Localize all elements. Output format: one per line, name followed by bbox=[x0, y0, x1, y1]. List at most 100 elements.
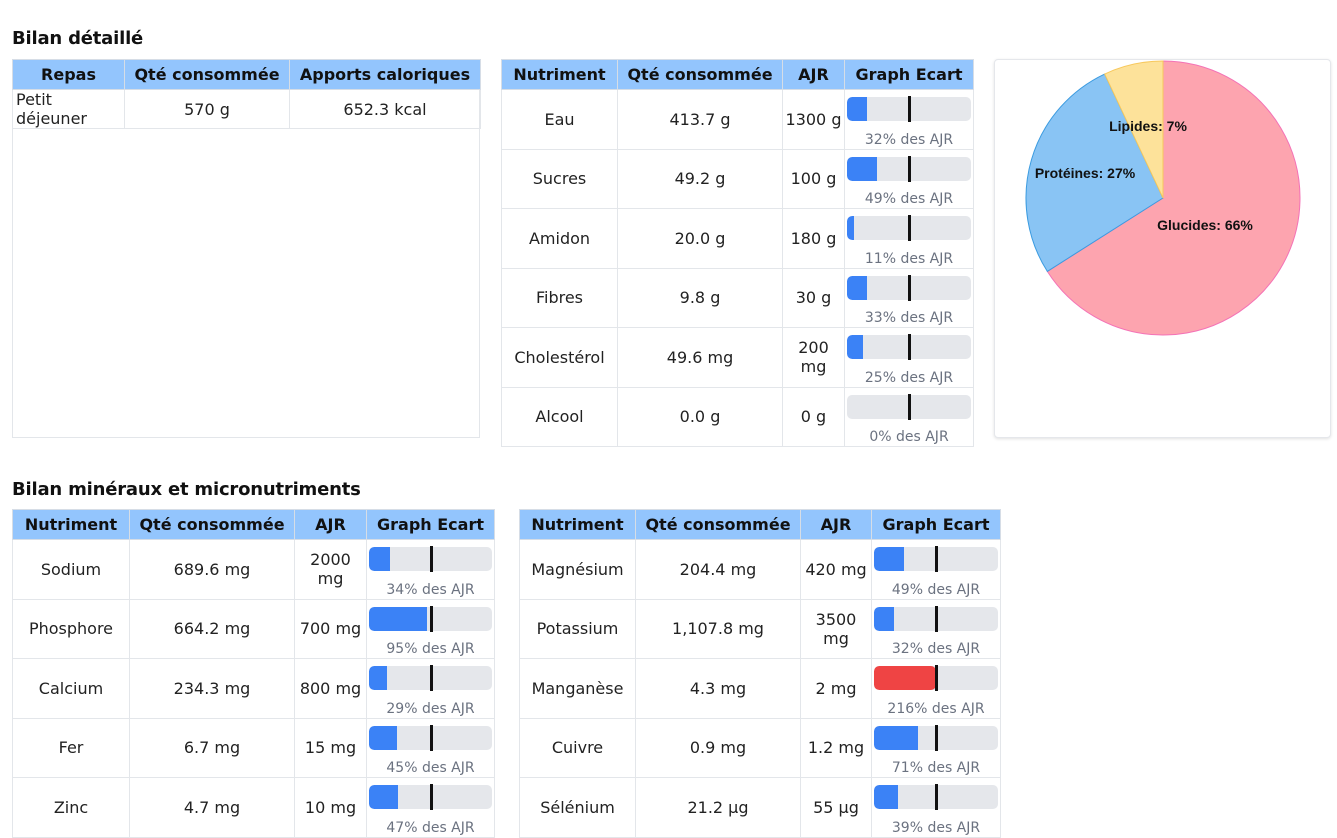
nutrient-name-cell: Manganèse bbox=[519, 658, 636, 719]
nutrient-qty-cell: 689.6 mg bbox=[129, 539, 295, 600]
progress-bar-fill bbox=[847, 335, 863, 359]
nutrient-name-cell: Cholestérol bbox=[501, 327, 618, 388]
macro-nutrients-table: Nutriment Qté consommée AJR Graph Ecart … bbox=[501, 59, 974, 447]
progress-bar-fill bbox=[874, 785, 899, 809]
nutrient-graph-cell: 49% des AJR bbox=[844, 148, 974, 209]
table-row[interactable]: Zinc 4.7 mg 10 mg 47% des AJR bbox=[12, 777, 495, 838]
nutrient-graph-cell: 71% des AJR bbox=[871, 717, 1001, 778]
table-row[interactable]: Manganèse 4.3 mg 2 mg 216% des AJR bbox=[519, 658, 1001, 719]
nutrient-qty-cell: 0.0 g bbox=[617, 386, 783, 447]
table-row[interactable]: Fibres 9.8 g 30 g 33% des AJR bbox=[501, 267, 974, 328]
ajr-target-marker bbox=[908, 215, 911, 241]
nutrient-ajr-cell: 15 mg bbox=[294, 717, 367, 778]
ajr-target-marker bbox=[429, 605, 433, 632]
nutrient-name-cell: Fibres bbox=[501, 267, 618, 328]
progress-bar-fill bbox=[847, 97, 867, 121]
nutrient-graph-cell: 47% des AJR bbox=[366, 777, 495, 838]
nutrient-qty-cell: 413.7 g bbox=[617, 89, 783, 150]
pie-slice-lipides[interactable] bbox=[1104, 60, 1164, 199]
col-header-repas: Repas bbox=[12, 59, 125, 90]
nutrient-graph-cell: 0% des AJR bbox=[844, 386, 974, 447]
nutrient-name-cell: Amidon bbox=[501, 208, 618, 269]
ajr-percent-label: 47% des AJR bbox=[386, 819, 475, 836]
nutrient-name-cell: Sodium bbox=[12, 539, 130, 600]
col-header-qty: Qté consommée bbox=[635, 509, 801, 540]
nutrient-qty-cell: 20.0 g bbox=[617, 208, 783, 269]
col-header-ajr: AJR bbox=[800, 509, 872, 540]
nutrient-ajr-cell: 1.2 mg bbox=[800, 717, 872, 778]
minerals-table-left: Nutriment Qté consommée AJR Graph Ecart … bbox=[12, 509, 495, 838]
section-title-minerals: Bilan minéraux et micronutriments bbox=[12, 479, 361, 500]
col-header-ajr: AJR bbox=[294, 509, 367, 540]
section-title-detail: Bilan détaillé bbox=[12, 28, 144, 49]
nutrient-qty-cell: 21.2 µg bbox=[635, 777, 801, 838]
col-header-nutriment: Nutriment bbox=[501, 59, 618, 90]
ajr-target-marker bbox=[429, 546, 433, 572]
nutrient-qty-cell: 4.7 mg bbox=[129, 777, 295, 838]
ajr-target-marker bbox=[935, 724, 938, 751]
nutrient-name-cell: Alcool bbox=[501, 386, 618, 447]
pie-label-lipides: Lipides: 7% bbox=[1109, 118, 1187, 134]
pie-label-glucides: Glucides: 66% bbox=[1157, 217, 1253, 233]
macro-header-row: Nutriment Qté consommée AJR Graph Ecart bbox=[501, 59, 974, 90]
col-header-nutriment: Nutriment bbox=[12, 509, 130, 540]
nutrient-qty-cell: 1,107.8 mg bbox=[635, 598, 801, 659]
table-row[interactable]: Amidon 20.0 g 180 g 11% des AJR bbox=[501, 208, 974, 269]
progress-bar-fill bbox=[874, 547, 905, 571]
col-header-graph: Graph Ecart bbox=[844, 59, 974, 90]
table-row[interactable]: Sodium 689.6 mg 2000 mg 34% des AJR bbox=[12, 539, 495, 600]
table-row[interactable]: Petit déjeuner 570 g 652.3 kcal bbox=[12, 89, 481, 129]
table-row[interactable]: Sélénium 21.2 µg 55 µg 39% des AJR bbox=[519, 777, 1001, 838]
nutrient-graph-cell: 29% des AJR bbox=[366, 658, 495, 719]
progress-bar-fill bbox=[874, 666, 936, 690]
ajr-percent-label: 45% des AJR bbox=[386, 760, 475, 776]
nutrient-graph-cell: 45% des AJR bbox=[366, 717, 495, 778]
meals-header-row: Repas Qté consommée Apports caloriques bbox=[12, 59, 481, 90]
nutrient-graph-cell: 34% des AJR bbox=[366, 539, 495, 600]
pie-slice-protéines[interactable] bbox=[1025, 73, 1164, 273]
table-row[interactable]: Calcium 234.3 mg 800 mg 29% des AJR bbox=[12, 658, 495, 719]
nutrient-graph-cell: 11% des AJR bbox=[844, 208, 974, 269]
table-row[interactable]: Fer 6.7 mg 15 mg 45% des AJR bbox=[12, 717, 495, 778]
ajr-percent-label: 32% des AJR bbox=[864, 131, 954, 148]
minerals-left-header-row: Nutriment Qté consommée AJR Graph Ecart bbox=[12, 509, 495, 540]
table-row[interactable]: Cuivre 0.9 mg 1.2 mg 71% des AJR bbox=[519, 717, 1001, 778]
progress-bar-fill bbox=[369, 725, 397, 750]
nutrient-name-cell: Eau bbox=[501, 89, 618, 150]
ajr-target-marker bbox=[935, 665, 938, 691]
table-row[interactable]: Magnésium 204.4 mg 420 mg 49% des AJR bbox=[519, 539, 1001, 600]
nutrient-ajr-cell: 200 mg bbox=[782, 327, 845, 388]
meal-name-cell: Petit déjeuner bbox=[12, 89, 125, 129]
table-row[interactable]: Eau 413.7 g 1300 g 32% des AJR bbox=[501, 89, 974, 150]
ajr-target-marker bbox=[908, 393, 911, 420]
ajr-percent-label: 32% des AJR bbox=[891, 641, 981, 657]
ajr-percent-label: 33% des AJR bbox=[864, 310, 954, 326]
nutrient-qty-cell: 6.7 mg bbox=[129, 717, 295, 778]
nutrient-ajr-cell: 2 mg bbox=[800, 658, 872, 719]
ajr-percent-label: 49% des AJR bbox=[891, 581, 981, 598]
nutrient-name-cell: Magnésium bbox=[519, 539, 636, 600]
nutrient-ajr-cell: 700 mg bbox=[294, 598, 367, 659]
col-header-qty: Qté consommée bbox=[124, 59, 290, 90]
progress-bar-fill bbox=[874, 725, 919, 750]
table-row[interactable]: Sucres 49.2 g 100 g 49% des AJR bbox=[501, 148, 974, 209]
nutrient-ajr-cell: 800 mg bbox=[294, 658, 367, 719]
nutrient-ajr-cell: 180 g bbox=[782, 208, 845, 269]
nutrient-ajr-cell: 100 g bbox=[782, 148, 845, 209]
nutrient-ajr-cell: 1300 g bbox=[782, 89, 845, 150]
meals-table: Repas Qté consommée Apports caloriques P… bbox=[12, 59, 481, 129]
table-row[interactable]: Potassium 1,107.8 mg 3500 mg 32% des AJR bbox=[519, 598, 1001, 659]
nutrient-qty-cell: 664.2 mg bbox=[129, 598, 295, 659]
ajr-percent-label: 49% des AJR bbox=[864, 191, 954, 207]
progress-bar-fill bbox=[847, 156, 878, 181]
ajr-target-marker bbox=[935, 546, 938, 572]
ajr-percent-label: 39% des AJR bbox=[891, 819, 981, 836]
col-header-qty: Qté consommée bbox=[129, 509, 295, 540]
ajr-percent-label: 25% des AJR bbox=[864, 369, 954, 386]
ajr-target-marker bbox=[935, 605, 938, 632]
table-row[interactable]: Cholestérol 49.6 mg 200 mg 25% des AJR bbox=[501, 327, 974, 388]
pie-slice-glucides[interactable] bbox=[1046, 60, 1301, 336]
table-row[interactable]: Phosphore 664.2 mg 700 mg 95% des AJR bbox=[12, 598, 495, 659]
ajr-percent-label: 34% des AJR bbox=[386, 581, 475, 598]
